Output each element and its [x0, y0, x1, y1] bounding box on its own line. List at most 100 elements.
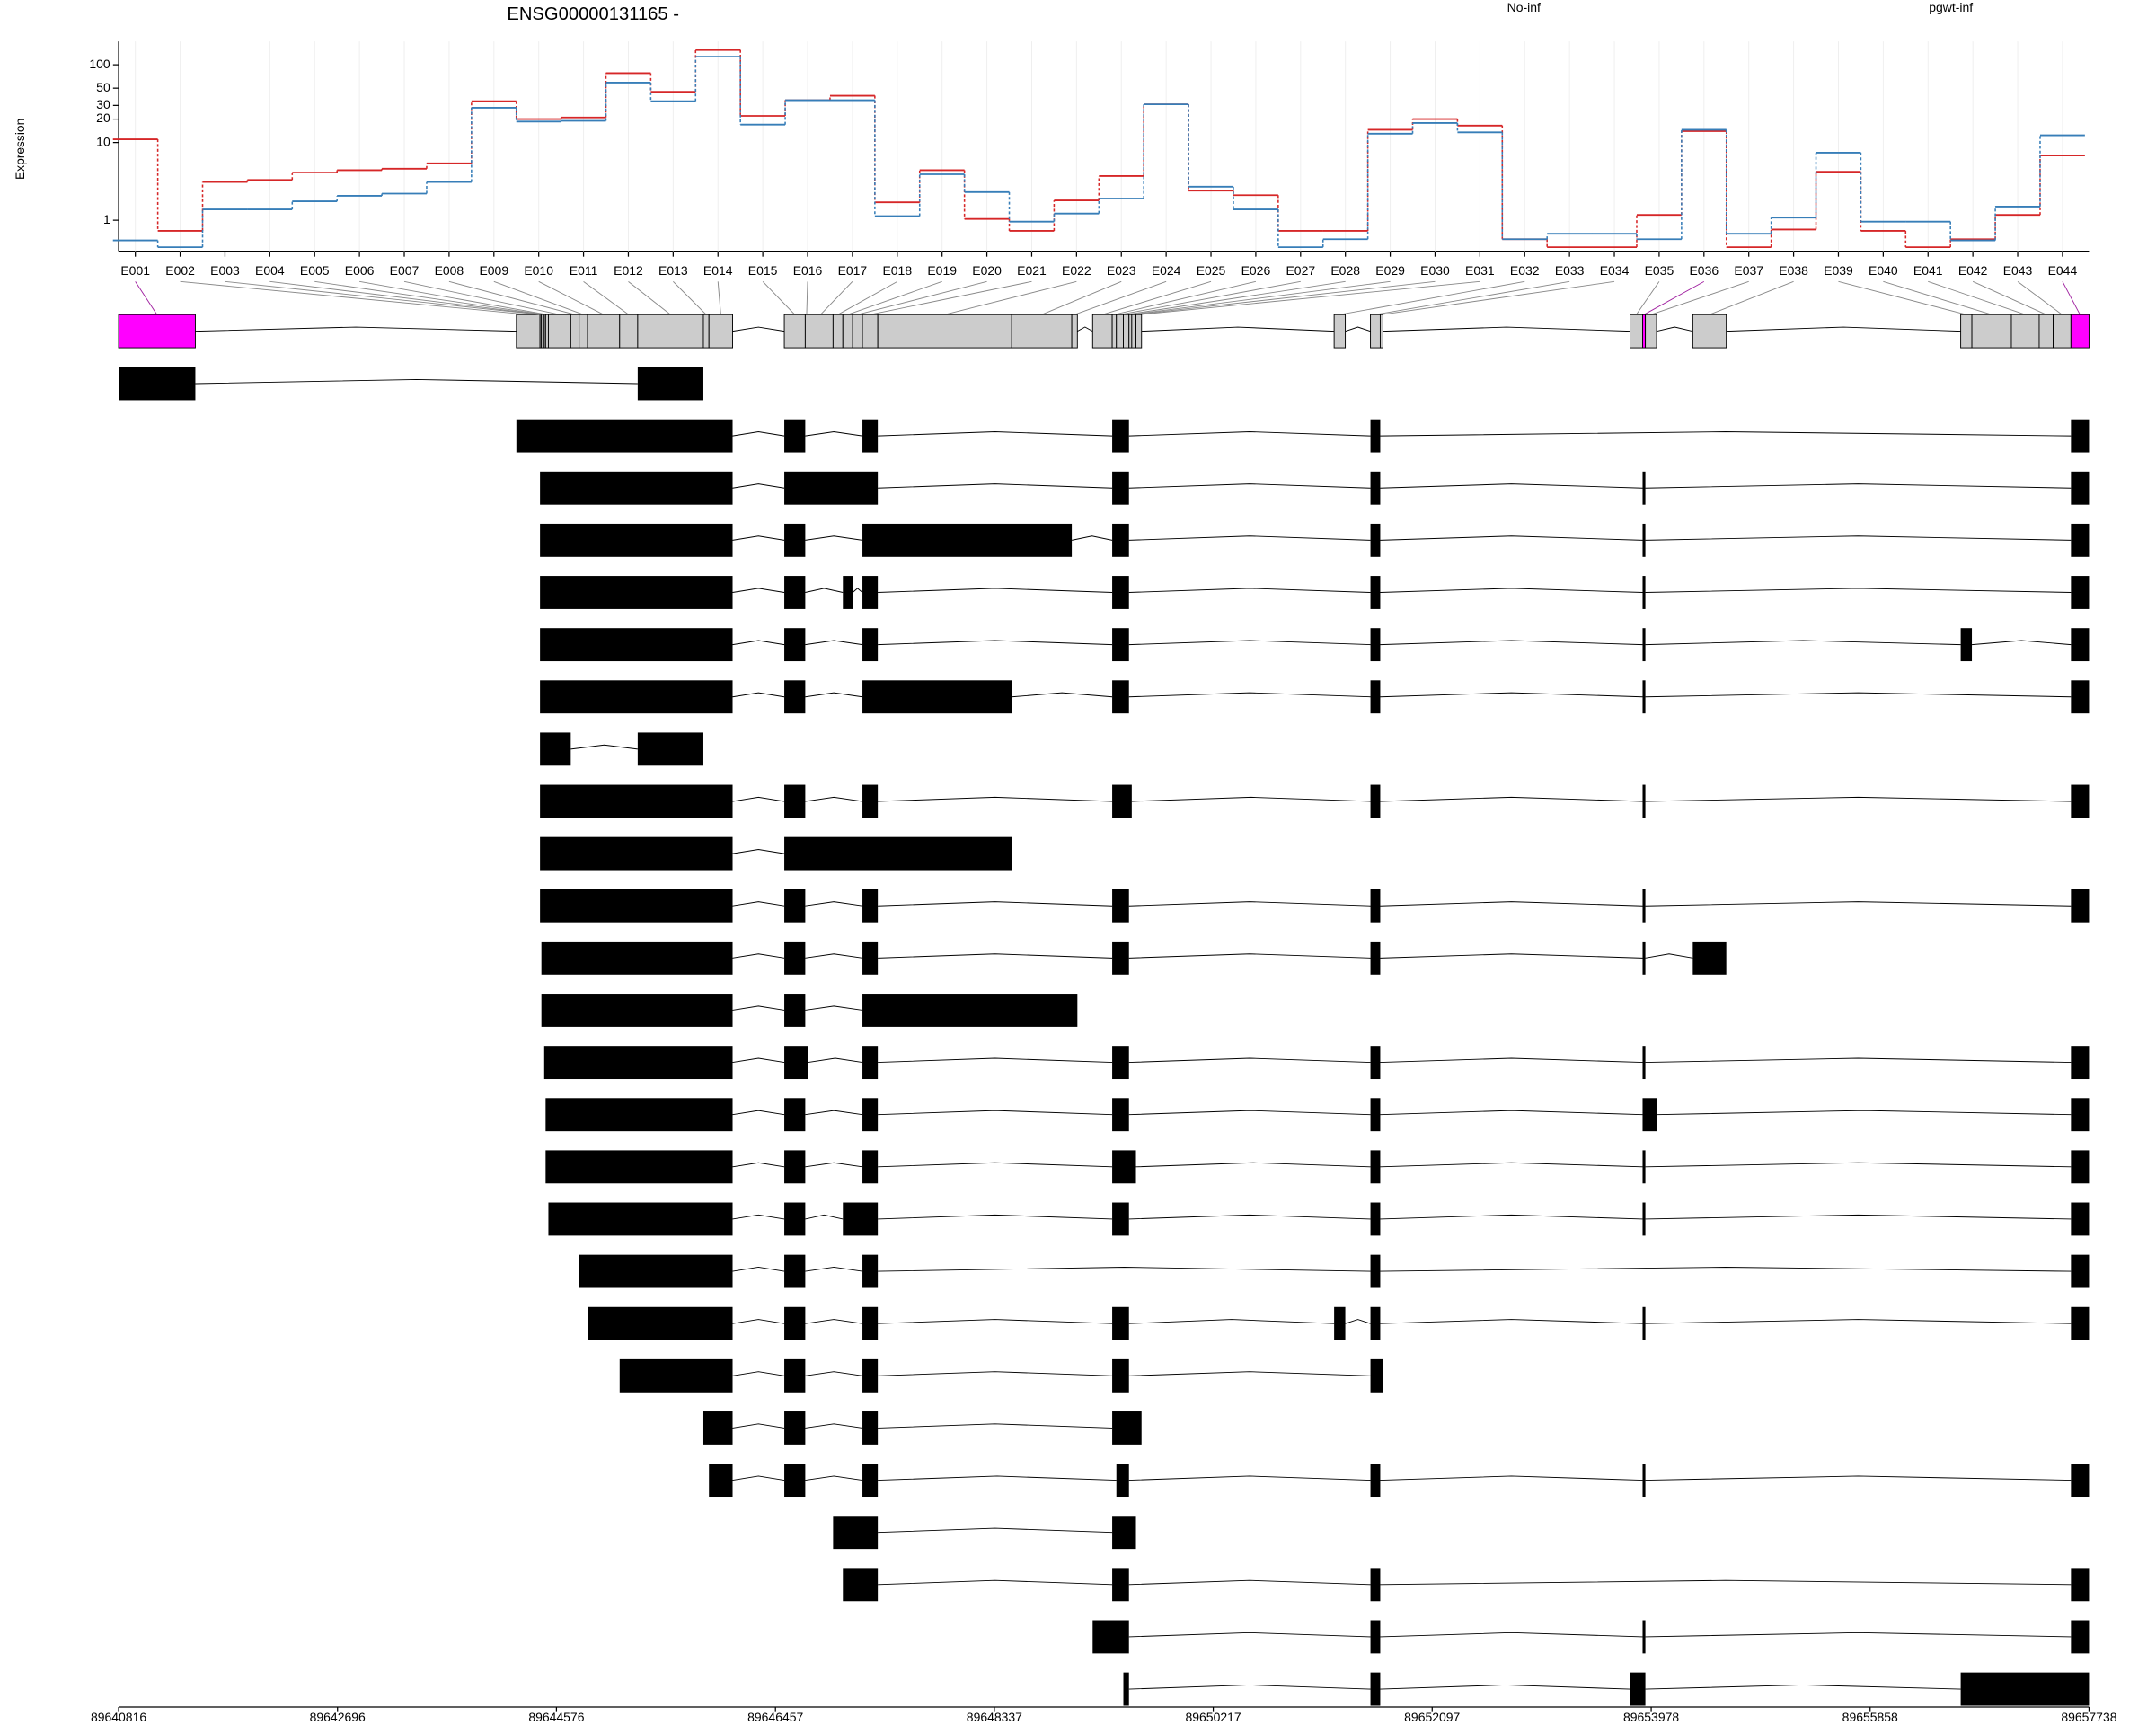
intron	[1380, 1632, 1643, 1638]
intron	[1645, 1162, 2072, 1168]
intron	[878, 1527, 1113, 1534]
exon-bin	[1630, 314, 1643, 349]
intron	[1972, 640, 2072, 646]
exon-bin	[1131, 314, 1136, 349]
intron	[1077, 326, 1093, 332]
exon-bin	[544, 314, 549, 349]
intron	[878, 1579, 1113, 1586]
x-tick-label: 89657738	[2061, 1710, 2116, 1724]
exon	[540, 471, 733, 505]
exon	[1370, 628, 1381, 662]
exon-bin	[708, 314, 733, 349]
intron	[195, 378, 638, 385]
intron	[1128, 1475, 1371, 1482]
exon-connector	[806, 281, 808, 315]
exon-connector	[820, 281, 853, 315]
exon	[1370, 784, 1381, 818]
x-tick-label: E044	[2048, 263, 2078, 278]
exon-bin	[808, 314, 834, 349]
x-tick-label: E031	[1465, 263, 1495, 278]
intron	[1380, 1162, 1643, 1168]
y-tick-label: 10	[96, 134, 110, 148]
exon	[1123, 1672, 1129, 1706]
exon	[2071, 1254, 2090, 1288]
exon-connector	[493, 280, 584, 315]
exon	[1642, 523, 1646, 557]
intron	[1645, 1319, 2072, 1324]
exon	[1642, 576, 1646, 609]
intron	[732, 796, 785, 802]
exon-connector	[1339, 280, 1525, 315]
x-tick-label: E002	[165, 263, 195, 278]
exon-connector	[870, 280, 1032, 315]
exon	[784, 941, 806, 975]
intron	[805, 1423, 863, 1429]
exon	[1370, 1254, 1381, 1288]
exon	[1370, 680, 1381, 714]
exon	[1370, 1464, 1381, 1498]
intron	[732, 1423, 785, 1429]
exon-connector	[1126, 280, 1346, 315]
x-tick-label: E023	[1107, 263, 1136, 278]
exon-connector	[857, 280, 987, 315]
intron	[805, 1267, 863, 1272]
intron	[732, 692, 785, 698]
intron	[1380, 1214, 1643, 1220]
exon	[2071, 1568, 2090, 1602]
exon	[1370, 889, 1381, 923]
x-tick-label: E007	[390, 263, 420, 278]
exon-bin	[852, 314, 863, 349]
exon-connector	[538, 280, 605, 315]
intron	[732, 1475, 785, 1482]
x-tick-label: E012	[614, 263, 643, 278]
exon	[1370, 471, 1381, 505]
x-tick-label: E008	[435, 263, 464, 278]
exon-connector	[1374, 280, 1570, 315]
intron	[805, 953, 863, 959]
exon	[1112, 1046, 1129, 1080]
exon	[1112, 941, 1129, 975]
exon-connector	[1709, 280, 1794, 315]
exon	[1370, 576, 1381, 609]
intron	[1128, 1214, 1371, 1220]
intron	[1135, 1162, 1371, 1168]
intron	[878, 588, 1113, 593]
x-tick-label: E030	[1420, 263, 1450, 278]
intron	[1071, 535, 1113, 541]
intron	[1128, 431, 1371, 437]
intron	[732, 431, 785, 437]
exon	[540, 836, 733, 871]
exon-bin	[804, 314, 808, 349]
intron	[1128, 1371, 1371, 1376]
exon-bin	[1971, 314, 2012, 349]
exon	[540, 628, 733, 662]
intron	[852, 588, 863, 593]
exon	[2071, 471, 2090, 505]
intron	[1128, 640, 1371, 646]
exon-connector	[837, 280, 898, 315]
exon	[119, 367, 196, 401]
x-tick-label: E009	[479, 263, 508, 278]
intron	[732, 1371, 785, 1376]
exon	[862, 576, 879, 609]
exon	[1112, 1306, 1129, 1340]
exon-connector	[1119, 280, 1301, 315]
x-tick-label: E016	[793, 263, 823, 278]
intron	[805, 692, 863, 698]
intron	[1657, 1110, 2072, 1116]
exon	[843, 1202, 879, 1236]
exon	[784, 1306, 806, 1340]
exon	[784, 1150, 806, 1184]
exon	[784, 994, 806, 1027]
intron	[732, 1267, 785, 1272]
intron	[1012, 692, 1113, 698]
exon	[784, 628, 806, 662]
x-tick-label: E027	[1286, 263, 1315, 278]
intron	[1645, 535, 2072, 541]
intron	[1380, 431, 2072, 437]
intron	[195, 326, 517, 332]
exon-connector	[314, 280, 545, 315]
exon	[2071, 1150, 2090, 1184]
x-tick-label: 89653978	[1623, 1710, 1679, 1724]
exon-bin	[637, 314, 704, 349]
